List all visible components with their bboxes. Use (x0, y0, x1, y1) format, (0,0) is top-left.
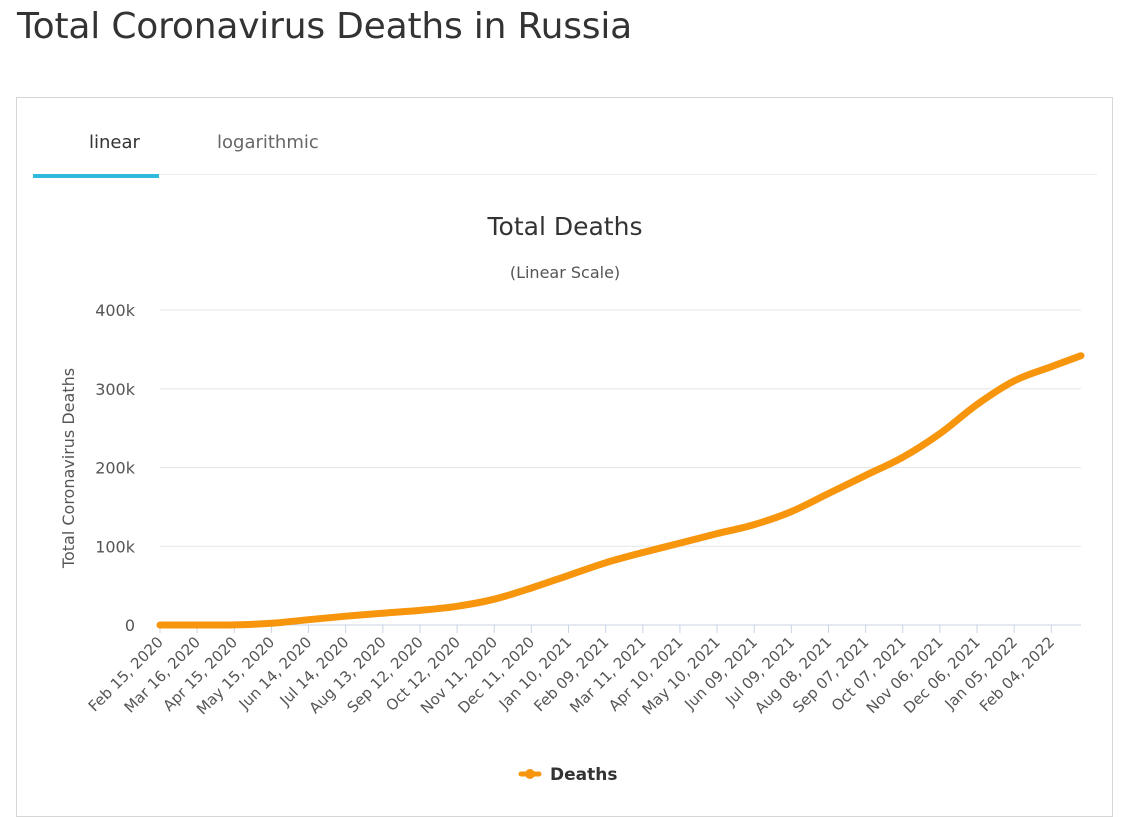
tab-linear[interactable]: linear (89, 132, 140, 153)
chart-title: Total Deaths (487, 212, 643, 241)
y-tick-label: 300k (95, 380, 136, 399)
active-tab-indicator (33, 174, 159, 178)
tab-logarithmic[interactable]: logarithmic (217, 132, 319, 153)
legend[interactable]: Deaths (518, 765, 617, 785)
y-tick-label: 200k (95, 459, 136, 478)
grid-lines (160, 309, 1081, 626)
y-tick-label: 400k (95, 301, 136, 320)
y-axis-label: Total Coronavirus Deaths (59, 368, 78, 569)
chart-panel: linear logarithmic (16, 97, 1113, 817)
series-line-deaths[interactable] (156, 352, 1085, 629)
y-axis-ticks: 0 100k 200k 300k 400k (95, 301, 136, 635)
legend-label[interactable]: Deaths (550, 765, 617, 785)
series-layer (156, 352, 1085, 629)
page-title: Total Coronavirus Deaths in Russia (17, 6, 633, 47)
chart-subtitle: (Linear Scale) (510, 263, 620, 282)
y-tick-label: 0 (125, 616, 135, 635)
scale-tabs: linear logarithmic (33, 98, 1097, 175)
y-tick-label: 100k (95, 537, 136, 556)
legend-marker (525, 769, 535, 779)
